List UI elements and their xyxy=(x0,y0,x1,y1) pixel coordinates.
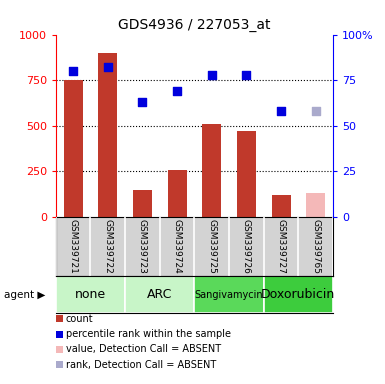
Text: GSM339724: GSM339724 xyxy=(172,219,182,273)
Point xyxy=(139,99,146,105)
Text: GSM339721: GSM339721 xyxy=(69,219,78,274)
Point xyxy=(243,72,249,78)
Text: value, Detection Call = ABSENT: value, Detection Call = ABSENT xyxy=(66,344,221,354)
Bar xyxy=(98,53,117,217)
Bar xyxy=(306,193,325,217)
Bar xyxy=(64,80,83,217)
Title: GDS4936 / 227053_at: GDS4936 / 227053_at xyxy=(118,18,271,32)
Point xyxy=(70,68,76,74)
Bar xyxy=(167,170,187,217)
Text: agent ▶: agent ▶ xyxy=(4,290,45,300)
Point xyxy=(174,88,180,94)
Text: Sangivamycin: Sangivamycin xyxy=(195,290,263,300)
Bar xyxy=(264,276,333,313)
Text: GSM339726: GSM339726 xyxy=(242,219,251,274)
Text: GSM339723: GSM339723 xyxy=(138,219,147,274)
Bar xyxy=(237,131,256,217)
Text: Doxorubicin: Doxorubicin xyxy=(261,288,335,301)
Text: ARC: ARC xyxy=(147,288,172,301)
Point xyxy=(105,65,111,71)
Text: GSM339727: GSM339727 xyxy=(276,219,286,274)
Text: GSM339722: GSM339722 xyxy=(103,219,112,273)
Point xyxy=(209,72,215,78)
Bar xyxy=(271,195,291,217)
Text: GSM339765: GSM339765 xyxy=(311,219,320,274)
Text: rank, Detection Call = ABSENT: rank, Detection Call = ABSENT xyxy=(66,360,216,370)
Text: count: count xyxy=(66,314,94,324)
Text: GSM339725: GSM339725 xyxy=(207,219,216,274)
Text: none: none xyxy=(75,288,106,301)
Bar xyxy=(56,276,125,313)
Bar xyxy=(194,276,264,313)
Bar xyxy=(125,276,194,313)
Text: percentile rank within the sample: percentile rank within the sample xyxy=(66,329,231,339)
Bar xyxy=(202,124,221,217)
Point xyxy=(313,108,319,114)
Bar xyxy=(133,190,152,217)
Point xyxy=(278,108,284,114)
